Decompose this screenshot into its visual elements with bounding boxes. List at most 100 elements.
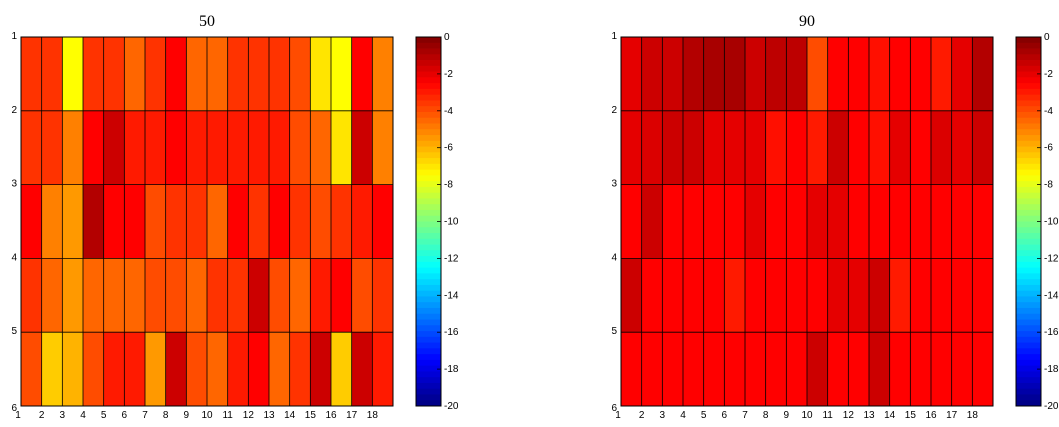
- colorbar-tick-label: -12: [444, 253, 459, 264]
- heatmap-cell: [765, 37, 787, 112]
- colorbar-segment: [416, 244, 441, 251]
- heatmap-cell: [124, 332, 146, 407]
- heatmap-cell: [662, 332, 684, 407]
- heatmap-cell: [951, 184, 973, 259]
- heatmap-cell: [372, 184, 394, 259]
- heatmap-cell: [807, 37, 828, 112]
- heatmap-cell: [41, 110, 63, 185]
- x-tick-label: 5: [101, 410, 107, 421]
- heatmap-cell: [931, 332, 952, 407]
- x-tick-label: 16: [925, 410, 937, 421]
- colorbar-segment: [1016, 307, 1041, 315]
- colorbar-segment: [1016, 152, 1041, 159]
- x-axis: 1 2 3 4 5 6 7 8 9 10 11 12 13 14 15 16 17 18: [615, 410, 978, 421]
- heatmap-cell: [951, 332, 973, 407]
- heatmap-cell: [145, 332, 166, 407]
- heatmap-cell: [227, 258, 249, 333]
- colorbar-segment: [1016, 140, 1041, 147]
- colorbar-segment: [1016, 279, 1041, 286]
- colorbar-segment: [1016, 94, 1041, 101]
- heatmap-cell: [207, 184, 228, 259]
- colorbar-segment: [1016, 198, 1041, 205]
- colorbar-segment: [1016, 394, 1041, 401]
- y-tick-label: 6: [11, 403, 17, 414]
- colorbar-segment: [416, 290, 441, 297]
- heatmap-cell: [931, 258, 952, 333]
- heatmap-cell: [910, 332, 932, 407]
- colorbar-segment: [416, 181, 441, 188]
- colorbar-segment: [1016, 100, 1041, 107]
- colorbar-tick-label: -4: [1044, 106, 1053, 117]
- colorbar-segment: [1016, 83, 1041, 90]
- colorbar-segment: [1016, 400, 1041, 407]
- colorbar-tick-label: -8: [1044, 180, 1053, 191]
- colorbar-tick-label: -18: [1044, 364, 1059, 375]
- heatmap-cell: [621, 332, 642, 407]
- colorbar-segment: [1016, 111, 1041, 119]
- colorbar-segment: [416, 365, 441, 372]
- colorbar-segment: [1016, 238, 1041, 245]
- heatmap-cell: [310, 184, 332, 259]
- heatmap-cell: [703, 37, 725, 112]
- colorbar-segment: [416, 342, 441, 349]
- heatmap-cell: [269, 258, 290, 333]
- colorbar-segment: [1016, 348, 1041, 355]
- heatmap-cell: [889, 110, 911, 185]
- colorbar-segment: [416, 106, 441, 113]
- x-tick-label: 11: [222, 410, 233, 421]
- x-tick-label: 7: [142, 410, 148, 421]
- heatmap-cell: [145, 110, 166, 185]
- colorbar-segment: [416, 388, 441, 395]
- heatmap-cell: [827, 258, 849, 333]
- colorbar-segment: [416, 227, 441, 234]
- heatmap-cell: [931, 184, 952, 259]
- colorbar-segment: [416, 192, 441, 199]
- colorbar-segment: [1016, 186, 1041, 194]
- colorbar-segment: [1016, 135, 1041, 142]
- x-tick-label: 11: [822, 410, 833, 421]
- heatmap-cell: [372, 110, 394, 185]
- heatmap-cell: [641, 332, 663, 407]
- colorbar-segment: [416, 37, 441, 44]
- heatmap-cell: [641, 258, 663, 333]
- heatmap-cells: [621, 37, 994, 407]
- heatmap-cell: [41, 332, 63, 407]
- x-tick-label: 6: [722, 410, 728, 421]
- colorbar-segment: [416, 100, 441, 107]
- heatmap-cell: [186, 110, 208, 185]
- heatmap-cell: [248, 332, 270, 407]
- heatmap-cell: [972, 37, 994, 112]
- colorbar-segment: [1016, 273, 1041, 280]
- heatmap-cell: [165, 184, 187, 259]
- heatmap-cell: [745, 184, 766, 259]
- colorbar-segment: [416, 302, 441, 309]
- heatmap-cell: [724, 37, 746, 112]
- heatmap-cell: [683, 37, 704, 112]
- heatmap-cell: [931, 110, 952, 185]
- heatmap-cell: [827, 37, 849, 112]
- heatmap-cell: [289, 258, 311, 333]
- x-tick-label: 16: [325, 410, 337, 421]
- colorbar-segment: [1016, 209, 1041, 217]
- heatmap-cell: [621, 37, 642, 112]
- colorbar-segment: [1016, 302, 1041, 309]
- x-tick-label: 8: [163, 410, 169, 421]
- x-tick-label: 1: [615, 410, 621, 421]
- colorbar-segment: [416, 186, 441, 194]
- heatmap-cell: [848, 332, 870, 407]
- heatmap-cell: [807, 258, 828, 333]
- colorbar-segment: [1016, 365, 1041, 372]
- x-tick-label: 12: [843, 410, 855, 421]
- colorbar-segment: [416, 313, 441, 320]
- heatmap-cell: [248, 110, 270, 185]
- heatmap-cell: [869, 37, 890, 112]
- y-tick-label: 1: [611, 31, 617, 42]
- colorbar-segment: [416, 65, 441, 72]
- heatmap-cell: [289, 37, 311, 112]
- heatmap-cell: [145, 37, 166, 112]
- colorbar-segment: [416, 83, 441, 90]
- colorbar-segment: [416, 319, 441, 326]
- colorbar-segment: [416, 250, 441, 257]
- colorbar-segment: [416, 221, 441, 228]
- colorbar-tick-label: -6: [444, 143, 453, 154]
